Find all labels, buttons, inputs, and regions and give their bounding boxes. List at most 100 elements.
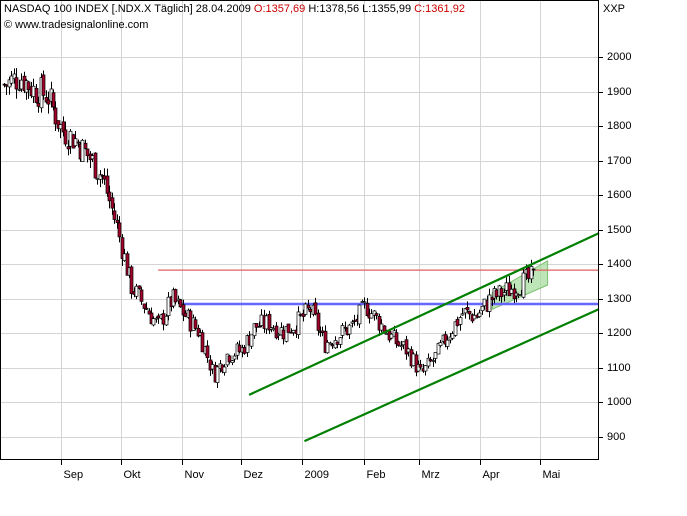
candle-body <box>350 321 355 324</box>
candle-body <box>347 324 352 335</box>
candle-body <box>80 139 85 163</box>
candle-body <box>137 285 142 289</box>
candle-body <box>465 307 470 311</box>
trend-channel <box>248 232 600 443</box>
candle-body <box>404 339 409 355</box>
candle-body <box>328 342 333 345</box>
candle-body <box>58 124 63 130</box>
candle-body <box>254 323 259 328</box>
candle-body <box>340 325 345 336</box>
candle-body <box>423 365 428 372</box>
candle-body <box>374 313 379 316</box>
candle-body <box>205 345 210 359</box>
candle-body <box>144 307 149 310</box>
candle-body <box>320 330 325 333</box>
x-tick-label: Dez <box>243 469 264 481</box>
candle-body <box>472 314 477 320</box>
candle-body <box>401 341 406 346</box>
candle-body <box>249 334 254 347</box>
candle-body <box>399 345 404 348</box>
candle-body <box>257 325 262 328</box>
candle-body <box>156 315 161 319</box>
candle-body <box>161 313 166 325</box>
candle-body <box>230 360 235 363</box>
candle-body <box>188 310 193 332</box>
candle-body <box>31 85 36 97</box>
channel-upper-line <box>248 232 600 396</box>
candle-body <box>210 364 215 370</box>
candle-body <box>215 366 220 383</box>
candle-body <box>445 339 450 347</box>
candle-body <box>286 323 291 333</box>
candle-body <box>343 326 348 329</box>
y-tick-label: 1200 <box>607 326 632 339</box>
candle-body <box>83 142 88 149</box>
y-tick-label: 1700 <box>607 154 632 167</box>
candle-body <box>303 303 308 315</box>
candle-body <box>154 317 159 320</box>
title-open: O:1357,69 <box>253 3 306 15</box>
candle-body <box>291 330 296 333</box>
candle-body <box>460 313 465 316</box>
candle-body <box>338 337 343 345</box>
candle-body <box>306 304 311 309</box>
candle-body <box>164 315 169 326</box>
candle-body <box>330 344 335 347</box>
candle-body <box>494 289 499 298</box>
candle-body <box>125 253 130 276</box>
candle-body <box>521 272 526 298</box>
candle-body <box>41 74 46 96</box>
candle-body <box>433 352 438 359</box>
x-tick-label: Mai <box>542 469 561 481</box>
instrument-label: XXP <box>603 3 626 15</box>
candle-body <box>66 146 71 150</box>
candle-body <box>129 266 134 295</box>
y-tick-label: 1600 <box>607 188 632 201</box>
candle-body <box>502 292 507 296</box>
candle-body <box>453 321 458 336</box>
title-high: H:1378,56 <box>308 3 360 15</box>
x-tick-label: Mrz <box>421 469 440 481</box>
candle-body <box>276 334 281 336</box>
candle-body <box>95 178 100 180</box>
candle-body <box>467 310 472 315</box>
candle-body <box>428 359 433 362</box>
candle-body <box>90 155 95 160</box>
candle-body <box>222 366 227 373</box>
candle-body <box>394 332 399 345</box>
candle-body <box>509 288 514 294</box>
candlestick-series <box>2 68 536 389</box>
candle-body <box>14 77 19 90</box>
y-tick-label: 1000 <box>607 395 632 408</box>
title-low: L:1355,99 <box>362 3 412 15</box>
candle-body <box>237 344 242 353</box>
candle-body <box>352 320 357 323</box>
candle-body <box>227 355 232 363</box>
candle-body <box>151 318 156 326</box>
candle-body <box>68 130 73 147</box>
candle-body <box>308 308 313 313</box>
candle-body <box>335 341 340 345</box>
candle-body <box>181 304 186 316</box>
candle-body <box>102 175 107 180</box>
y-tick-label: 2000 <box>607 50 632 63</box>
candle-body <box>85 148 90 157</box>
candle-body <box>436 343 441 355</box>
candle-body <box>531 268 536 271</box>
candle-body <box>166 296 171 316</box>
candle-body <box>458 317 463 325</box>
candle-body <box>142 303 147 309</box>
candle-body <box>120 237 125 259</box>
candle-body <box>93 152 98 179</box>
candle-body <box>183 312 188 317</box>
candle-body <box>178 299 183 308</box>
candle-body <box>242 347 247 354</box>
candle-body <box>482 298 487 307</box>
channel-lower-line <box>303 308 600 443</box>
y-tick-label: 1500 <box>607 223 632 236</box>
candle-body <box>139 289 144 302</box>
candle-body <box>117 222 122 238</box>
candle-body <box>529 266 534 280</box>
candle-body <box>406 348 411 353</box>
